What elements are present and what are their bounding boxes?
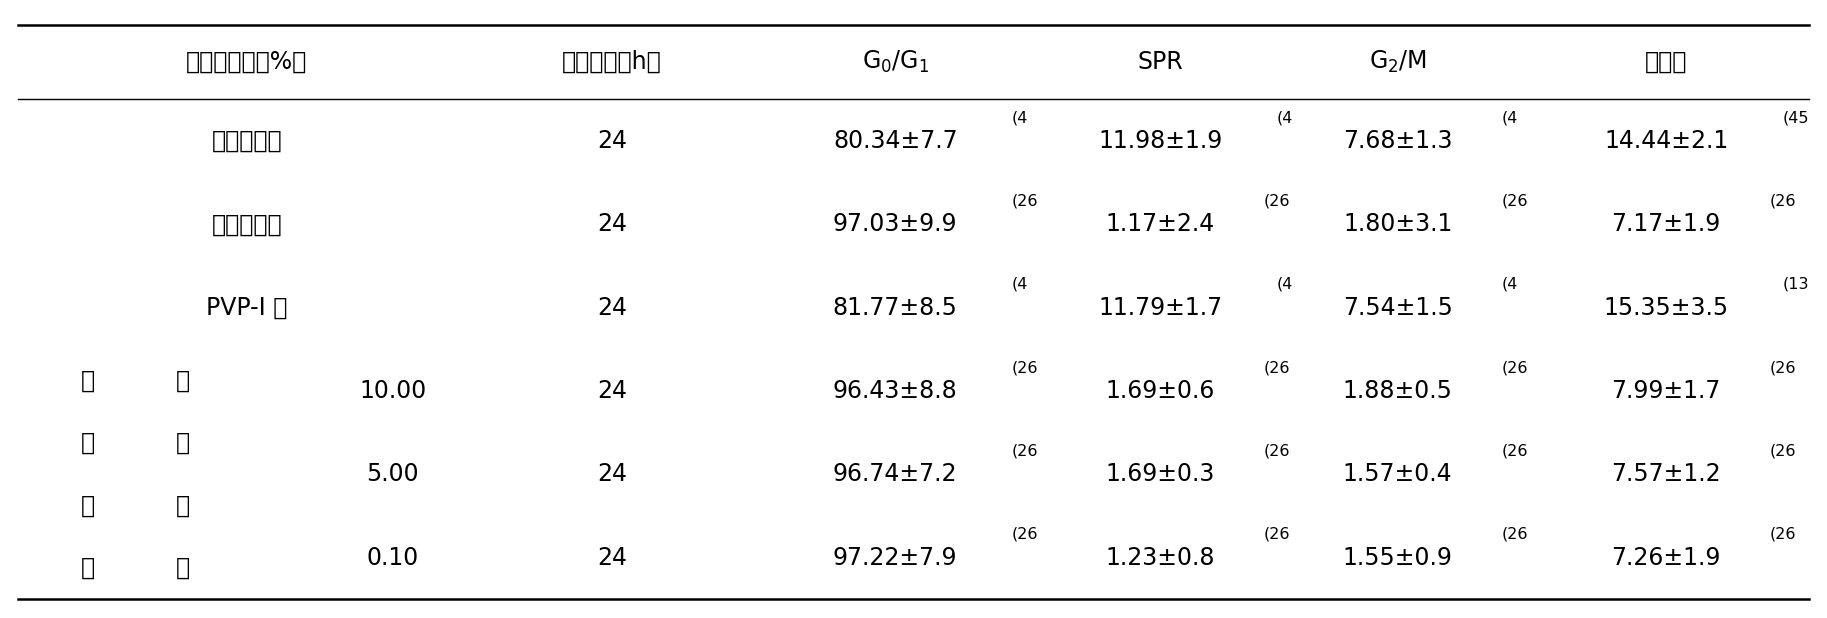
Text: (45: (45 [1783, 110, 1809, 125]
Text: 1.57±0.4: 1.57±0.4 [1343, 462, 1452, 486]
Text: 1.17±2.4: 1.17±2.4 [1105, 213, 1215, 237]
Text: 聚: 聚 [175, 494, 190, 518]
Text: (13: (13 [1783, 277, 1809, 292]
Text: 0.10: 0.10 [367, 546, 418, 570]
Text: 7.54±1.5: 7.54±1.5 [1343, 296, 1452, 320]
Text: G$_0$/G$_1$: G$_0$/G$_1$ [862, 49, 928, 75]
Text: (4: (4 [1277, 277, 1294, 292]
Text: (26: (26 [1012, 527, 1038, 542]
Text: 7.26±1.9: 7.26±1.9 [1611, 546, 1721, 570]
Text: 1.23±0.8: 1.23±0.8 [1105, 546, 1215, 570]
Text: G$_2$/M: G$_2$/M [1368, 49, 1427, 75]
Text: 11.79±1.7: 11.79±1.7 [1098, 296, 1222, 320]
Text: 溶: 溶 [80, 494, 95, 518]
Text: 7.57±1.2: 7.57±1.2 [1611, 462, 1721, 486]
Text: (4: (4 [1502, 110, 1518, 125]
Text: 7.17±1.9: 7.17±1.9 [1611, 213, 1721, 237]
Text: 碘: 碘 [80, 431, 95, 455]
Text: 方: 方 [175, 431, 190, 455]
Text: (4: (4 [1502, 277, 1518, 292]
Text: 24: 24 [597, 462, 627, 486]
Text: 97.03±9.9: 97.03±9.9 [833, 213, 957, 237]
Text: 7.68±1.3: 7.68±1.3 [1343, 129, 1452, 153]
Text: (26: (26 [1770, 193, 1796, 209]
Text: SPR: SPR [1136, 50, 1184, 74]
Text: (26: (26 [1502, 360, 1527, 375]
Text: (4: (4 [1277, 110, 1294, 125]
Text: 96.74±7.2: 96.74±7.2 [833, 462, 957, 486]
Text: 液: 液 [80, 556, 95, 580]
Text: 24: 24 [597, 546, 627, 570]
Text: 96.43±8.8: 96.43±8.8 [833, 379, 957, 403]
Text: (4: (4 [1012, 277, 1029, 292]
Text: (26: (26 [1264, 527, 1290, 542]
Text: 24: 24 [597, 213, 627, 237]
Text: 24: 24 [597, 296, 627, 320]
Text: (26: (26 [1502, 527, 1527, 542]
Text: (4: (4 [1012, 110, 1029, 125]
Text: 锐: 锐 [80, 369, 95, 392]
Text: 11.98±1.9: 11.98±1.9 [1098, 129, 1222, 153]
Text: 1.88±0.5: 1.88±0.5 [1343, 379, 1452, 403]
Text: 24: 24 [597, 129, 627, 153]
Text: 10.00: 10.00 [360, 379, 426, 403]
Text: 样品碘浓度（%）: 样品碘浓度（%） [186, 50, 307, 74]
Text: 1.80±3.1: 1.80±3.1 [1343, 213, 1452, 237]
Text: 7.99±1.7: 7.99±1.7 [1611, 379, 1721, 403]
Text: (26: (26 [1012, 193, 1038, 209]
Text: (26: (26 [1770, 360, 1796, 375]
Text: 1.69±0.3: 1.69±0.3 [1105, 462, 1215, 486]
Text: (26: (26 [1264, 193, 1290, 209]
Text: PVP-I 组: PVP-I 组 [206, 296, 287, 320]
Text: (26: (26 [1264, 360, 1290, 375]
Text: (26: (26 [1264, 444, 1290, 459]
Text: 维: 维 [175, 556, 190, 580]
Text: (26: (26 [1770, 444, 1796, 459]
Text: 1.69±0.6: 1.69±0.6 [1105, 379, 1215, 403]
Text: (26: (26 [1770, 527, 1796, 542]
Text: 5.00: 5.00 [367, 462, 418, 486]
Text: 15.35±3.5: 15.35±3.5 [1604, 296, 1728, 320]
Text: 作用时间（h）: 作用时间（h） [563, 50, 661, 74]
Text: (26: (26 [1012, 444, 1038, 459]
Text: 凋亡率: 凋亡率 [1644, 50, 1688, 74]
Text: 康复新液组: 康复新液组 [212, 213, 281, 237]
Text: 空白对照组: 空白对照组 [212, 129, 281, 153]
Text: 81.77±8.5: 81.77±8.5 [833, 296, 957, 320]
Text: (26: (26 [1502, 193, 1527, 209]
Text: 14.44±2.1: 14.44±2.1 [1604, 129, 1728, 153]
Text: 复: 复 [175, 369, 190, 392]
Text: 80.34±7.7: 80.34±7.7 [833, 129, 957, 153]
Text: 97.22±7.9: 97.22±7.9 [833, 546, 957, 570]
Text: 24: 24 [597, 379, 627, 403]
Text: 1.55±0.9: 1.55±0.9 [1343, 546, 1452, 570]
Text: (26: (26 [1502, 444, 1527, 459]
Text: (26: (26 [1012, 360, 1038, 375]
